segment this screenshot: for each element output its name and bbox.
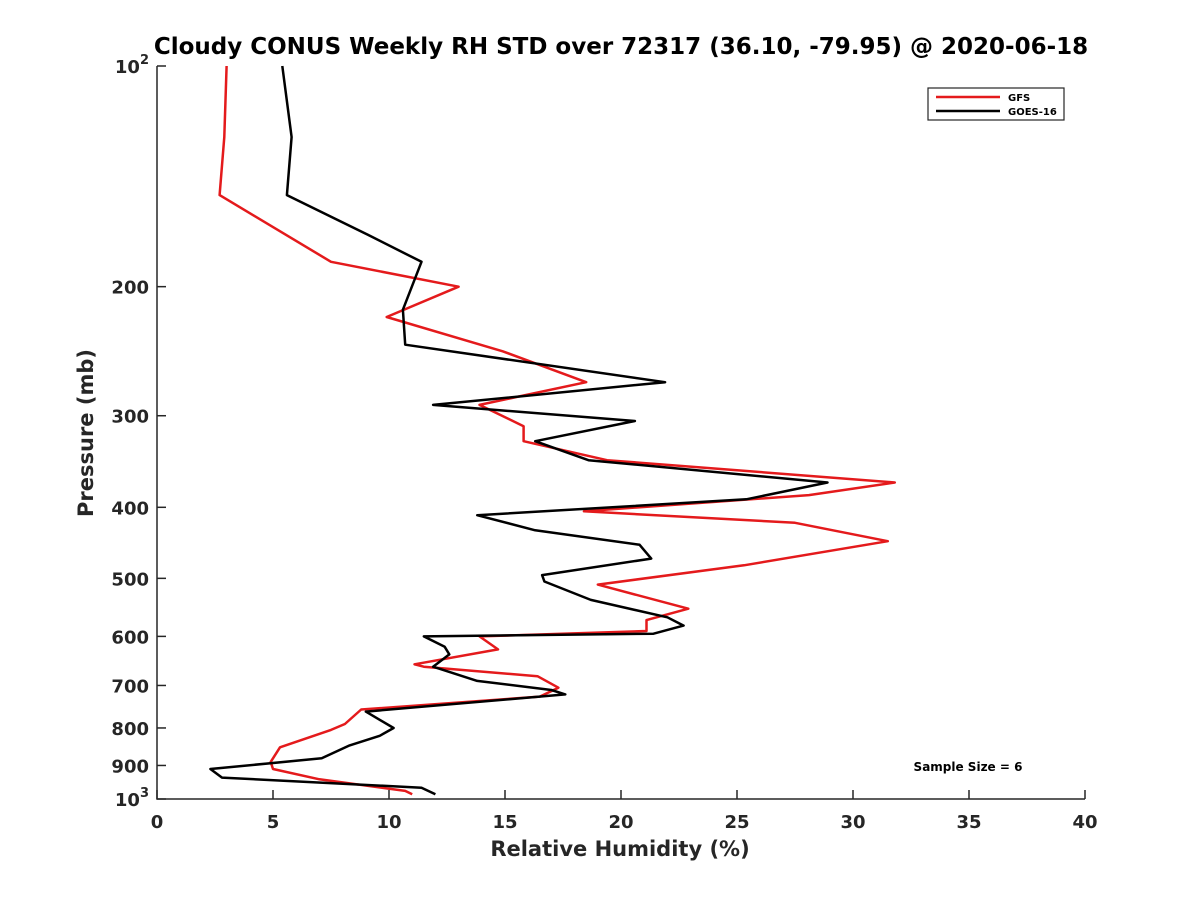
legend-label: GOES-16 xyxy=(1008,107,1057,118)
x-axis-label: Relative Humidity (%) xyxy=(490,837,749,861)
legend-label: GFS xyxy=(1008,93,1030,104)
y-axis-label: Pressure (mb) xyxy=(74,349,98,517)
y-tick-label: 102 xyxy=(115,53,149,78)
series-line-goes-16 xyxy=(209,65,829,796)
x-tick-label: 10 xyxy=(376,812,401,833)
series-line-gfs xyxy=(218,65,897,796)
x-tick-label: 35 xyxy=(956,812,981,833)
x-tick-label: 20 xyxy=(608,812,633,833)
x-tick-label: 15 xyxy=(492,812,517,833)
sample-size-annotation: Sample Size = 6 xyxy=(914,760,1023,774)
y-axis-ticks: 102 200 300 400 500 600 700 800 900 103 xyxy=(111,53,166,811)
y-tick-label: 600 xyxy=(111,627,149,648)
chart-title: Cloudy CONUS Weekly RH STD over 72317 (3… xyxy=(154,34,1088,60)
y-tick-label: 800 xyxy=(111,719,149,740)
y-tick-label: 103 xyxy=(115,786,149,811)
axes-frame xyxy=(156,66,1085,800)
y-tick-label: 700 xyxy=(111,676,149,697)
x-tick-label: 30 xyxy=(840,812,865,833)
x-tick-label: 0 xyxy=(151,812,164,833)
y-tick-label: 200 xyxy=(111,278,149,299)
x-tick-label: 40 xyxy=(1072,812,1097,833)
legend: GFS GOES-16 xyxy=(927,87,1065,121)
legend-box xyxy=(927,87,1065,121)
y-tick-label: 400 xyxy=(111,498,149,519)
plot-area: 0 5 10 15 20 25 30 35 40 102 200 300 400 500 600 700 80… xyxy=(111,53,1097,833)
x-tick-label: 25 xyxy=(724,812,749,833)
y-tick-label: 300 xyxy=(111,407,149,428)
x-axis-ticks: 0 5 10 15 20 25 30 35 40 xyxy=(151,790,1098,833)
y-tick-label: 900 xyxy=(111,756,149,777)
y-tick-label: 500 xyxy=(111,569,149,590)
x-tick-label: 5 xyxy=(267,812,280,833)
series-lines xyxy=(209,65,897,796)
